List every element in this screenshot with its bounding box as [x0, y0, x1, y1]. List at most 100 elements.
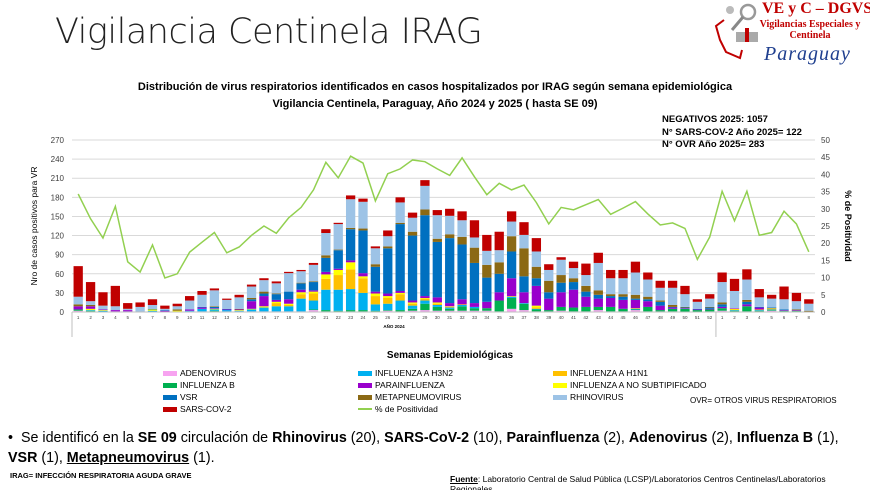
bar-segment	[754, 307, 764, 310]
bar-segment	[581, 296, 591, 307]
bar-segment	[271, 294, 281, 300]
y2-axis-title: % de Positividad	[843, 190, 853, 262]
bar-segment	[345, 289, 356, 311]
bar-segment	[779, 286, 789, 300]
y-tick-label: 60	[55, 270, 64, 279]
bar-segment	[383, 297, 393, 304]
bar-segment	[383, 230, 393, 237]
bar-segment	[296, 269, 306, 272]
bar-segment	[160, 310, 170, 311]
bar-segment	[445, 215, 455, 235]
bar-segment	[321, 233, 331, 256]
bar-segment	[73, 296, 83, 305]
legend-label: RHINOVIRUS	[570, 392, 624, 402]
bar-segment	[123, 303, 133, 309]
bar-segment	[754, 297, 764, 307]
bar-segment	[568, 307, 579, 312]
bar-segment	[135, 302, 145, 307]
bar-segment	[296, 289, 306, 293]
bar-segment	[482, 277, 492, 302]
bar-segment	[296, 283, 306, 290]
bar-segment	[222, 309, 232, 311]
bullet-segment: Se identificó en la	[20, 430, 138, 446]
bar-segment	[606, 306, 616, 312]
x-tick-label: 8	[808, 315, 811, 320]
bar-segment	[457, 244, 467, 300]
bar-segment	[370, 246, 381, 249]
bar-segment	[482, 301, 492, 309]
bar-segment	[358, 228, 368, 231]
bar-segment	[519, 248, 529, 277]
bar-segment	[643, 296, 653, 300]
legend-item: INFLUENZA A H1N1	[553, 368, 648, 378]
bar-segment	[308, 310, 319, 312]
bar-segment	[407, 231, 418, 236]
bar-segment	[680, 307, 690, 309]
legend-label: INFLUENZA A H1N1	[570, 368, 648, 378]
bullet-icon: •	[8, 430, 21, 446]
legend-swatch	[163, 394, 177, 400]
bullet-segment: (1),	[37, 450, 67, 466]
bar-segment	[742, 279, 752, 300]
bar-segment	[432, 304, 442, 307]
bar-segment	[85, 310, 96, 312]
x-tick-label: 35	[497, 315, 503, 320]
bar-segment	[692, 299, 703, 302]
bar-segment	[123, 310, 133, 312]
bar-segment	[655, 305, 665, 311]
bar-segment	[779, 310, 789, 311]
legend-item: INFLUENZA B	[163, 380, 235, 390]
legend-label: % de Positividad	[375, 404, 438, 414]
bar-segment	[618, 308, 628, 312]
y2-tick-label: 10	[821, 274, 830, 283]
bar-segment	[606, 297, 616, 307]
bar-segment	[519, 303, 529, 304]
bar-segment	[506, 236, 517, 252]
bar-segment	[482, 250, 492, 265]
legend-item: METAPNEUMOVIRUS	[358, 392, 461, 402]
bar-segment	[544, 280, 554, 293]
bar-segment	[271, 293, 281, 295]
bar-segment	[556, 310, 566, 312]
bar-segment	[383, 246, 393, 249]
bar-segment	[308, 264, 319, 282]
bar-segment	[246, 297, 257, 300]
bar-segment	[457, 211, 467, 221]
bar-segment	[742, 301, 752, 305]
bar-segment	[333, 289, 343, 311]
bar-segment	[667, 304, 678, 307]
bar-segment	[395, 202, 405, 223]
x-tick-label: 48	[658, 315, 664, 320]
bar-segment	[308, 262, 319, 265]
bar-segment	[420, 185, 430, 210]
x-tick-label: 4	[758, 315, 761, 320]
x-tick-label: 17	[274, 315, 280, 320]
bar-segment	[160, 310, 170, 312]
bar-segment	[222, 310, 232, 312]
bar-segment	[445, 307, 455, 309]
x-axis-title: Semanas Epidemiológicas	[386, 350, 514, 361]
bar-segment	[407, 217, 418, 232]
bar-segment	[519, 234, 529, 249]
legend-swatch	[358, 382, 372, 388]
bar-segment	[420, 209, 430, 216]
bar-segment	[345, 195, 356, 200]
x-tick-label: 38	[534, 315, 540, 320]
bar-segment	[358, 276, 368, 279]
summary-bullet: • Se identificó en la SE 09 circulación …	[8, 428, 868, 468]
bar-segment	[680, 306, 690, 308]
legend-item: INFLUENZA A NO SUBTIPIFICADO	[553, 380, 707, 390]
bar-segment	[395, 292, 405, 295]
bar-segment	[544, 310, 554, 312]
bar-segment	[618, 296, 628, 300]
bar-segment	[296, 298, 306, 312]
bar-segment	[432, 303, 442, 305]
bar-segment	[395, 294, 405, 301]
bar-segment	[383, 293, 393, 297]
bar-segment	[209, 308, 220, 309]
bar-segment	[98, 309, 108, 311]
bar-segment	[246, 286, 257, 298]
bar-segment	[345, 262, 356, 270]
x-tick-label: 14	[237, 315, 243, 320]
bar-segment	[630, 261, 641, 273]
